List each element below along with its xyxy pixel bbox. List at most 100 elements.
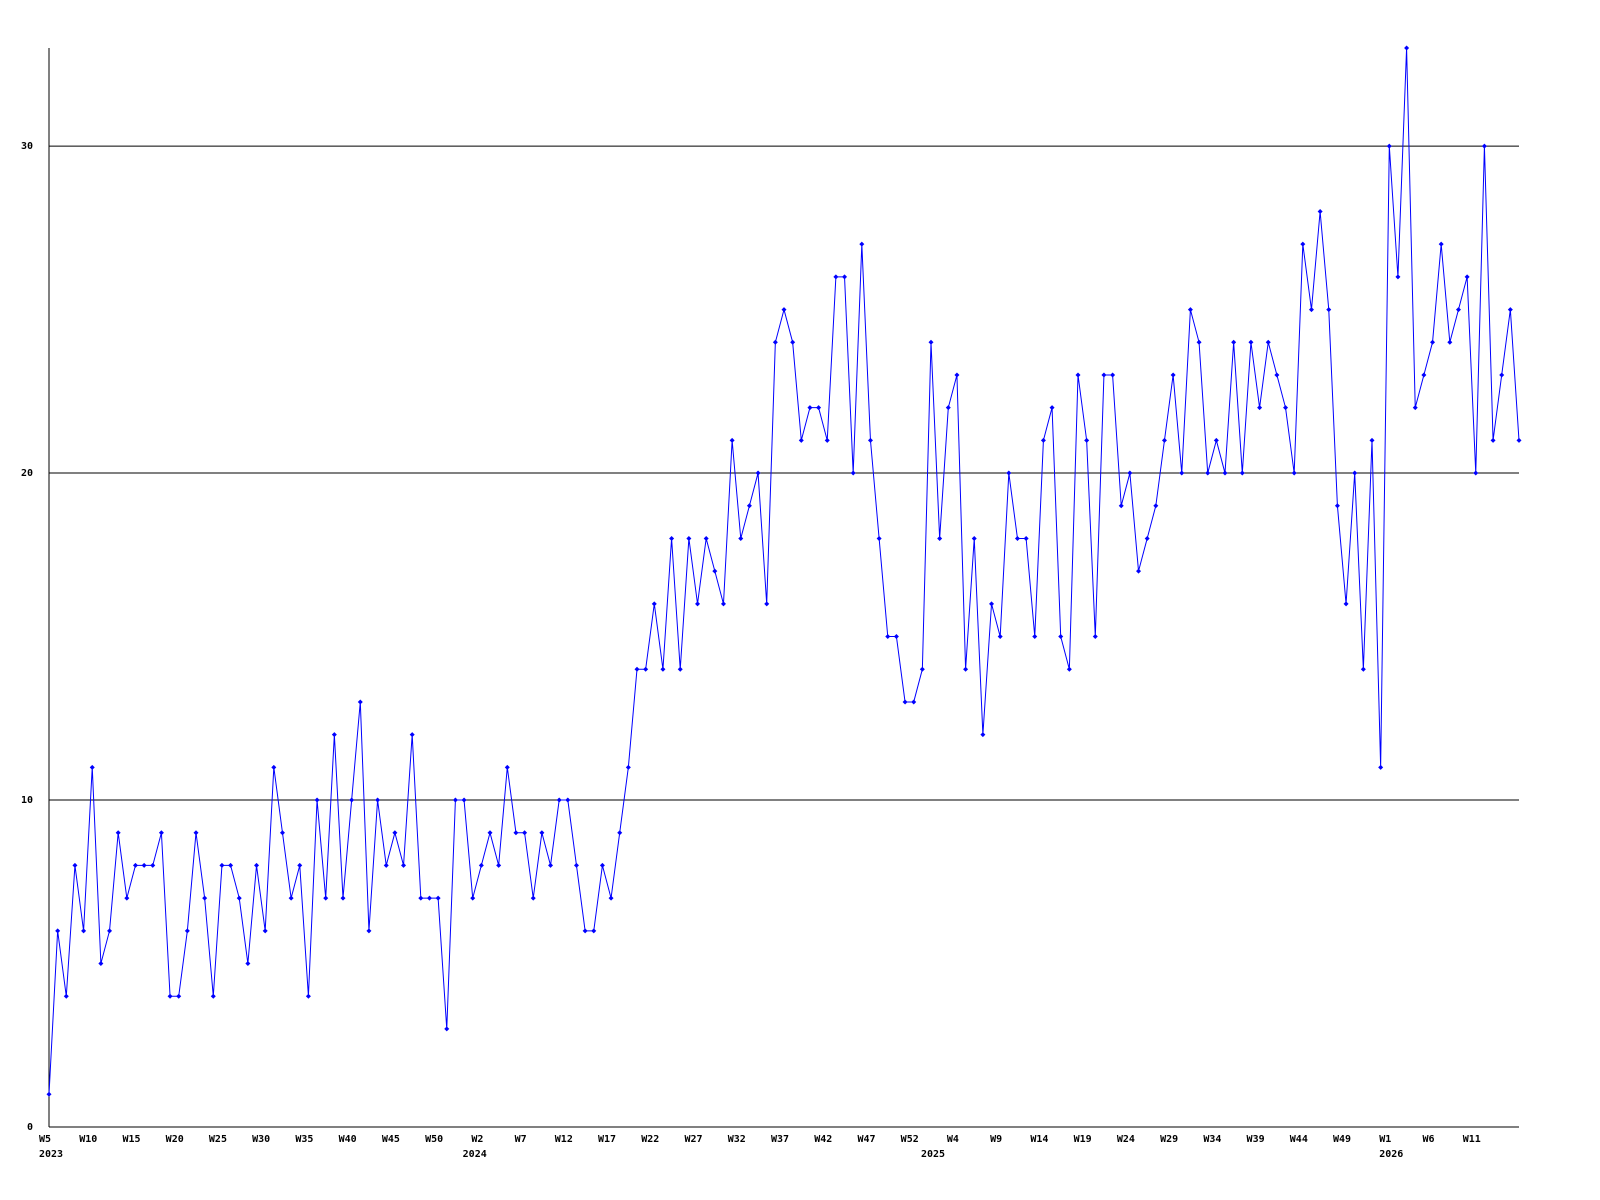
data-point bbox=[1317, 208, 1323, 214]
data-point bbox=[245, 961, 251, 967]
data-point bbox=[617, 830, 623, 836]
data-point bbox=[1300, 241, 1306, 247]
y-tick-label: 20 bbox=[21, 468, 33, 479]
y-tick-label: 0 bbox=[27, 1122, 33, 1133]
data-point bbox=[842, 274, 848, 280]
data-point bbox=[331, 732, 337, 738]
data-point bbox=[46, 1091, 52, 1097]
data-point bbox=[1144, 535, 1150, 541]
x-tick-label: W37 bbox=[771, 1134, 789, 1145]
data-point bbox=[254, 862, 260, 868]
data-point bbox=[686, 535, 692, 541]
y-tick-label: 10 bbox=[21, 795, 33, 806]
data-point bbox=[1127, 470, 1133, 476]
x-tick-label: W17 bbox=[598, 1134, 616, 1145]
x-tick-label: W44 bbox=[1290, 1134, 1308, 1145]
data-point bbox=[89, 764, 95, 770]
data-point bbox=[1369, 437, 1375, 443]
data-point bbox=[1499, 372, 1505, 378]
data-point bbox=[1455, 307, 1461, 313]
x-tick-label: W25 bbox=[209, 1134, 227, 1145]
x-year-label: 2026 bbox=[1379, 1149, 1403, 1160]
x-tick-label: W47 bbox=[857, 1134, 875, 1145]
data-point bbox=[1516, 437, 1522, 443]
data-point bbox=[1084, 437, 1090, 443]
data-point bbox=[738, 535, 744, 541]
data-point bbox=[695, 601, 701, 607]
data-point bbox=[452, 797, 458, 803]
data-point bbox=[176, 993, 182, 999]
data-point bbox=[1291, 470, 1297, 476]
data-point bbox=[643, 666, 649, 672]
data-point bbox=[669, 535, 675, 541]
data-point bbox=[963, 666, 969, 672]
x-tick-label: W35 bbox=[295, 1134, 313, 1145]
x-tick-label: W20 bbox=[166, 1134, 184, 1145]
x-year-label: 2023 bbox=[39, 1149, 63, 1160]
data-point bbox=[444, 1026, 450, 1032]
data-point bbox=[470, 895, 476, 901]
data-point bbox=[1438, 241, 1444, 247]
data-point bbox=[496, 862, 502, 868]
data-point bbox=[591, 928, 597, 934]
data-point bbox=[1248, 339, 1254, 345]
x-tick-label: W4 bbox=[947, 1134, 959, 1145]
data-point bbox=[824, 437, 830, 443]
data-point bbox=[928, 339, 934, 345]
data-point bbox=[1360, 666, 1366, 672]
data-point bbox=[530, 895, 536, 901]
data-point bbox=[798, 437, 804, 443]
data-point bbox=[677, 666, 683, 672]
data-point bbox=[167, 993, 173, 999]
x-tick-label: W6 bbox=[1423, 1134, 1435, 1145]
data-point bbox=[1006, 470, 1012, 476]
data-point bbox=[729, 437, 735, 443]
data-point bbox=[435, 895, 441, 901]
data-point bbox=[228, 862, 234, 868]
data-point bbox=[876, 535, 882, 541]
data-point bbox=[902, 699, 908, 705]
data-point bbox=[954, 372, 960, 378]
data-point bbox=[323, 895, 329, 901]
data-point bbox=[409, 732, 415, 738]
data-point bbox=[288, 895, 294, 901]
x-tick-label: W19 bbox=[1074, 1134, 1092, 1145]
x-tick-label: W27 bbox=[684, 1134, 702, 1145]
data-point bbox=[1231, 339, 1237, 345]
data-point bbox=[1213, 437, 1219, 443]
data-point bbox=[72, 862, 78, 868]
x-tick-label: W45 bbox=[382, 1134, 400, 1145]
data-point bbox=[816, 405, 822, 411]
x-tick-label: W15 bbox=[122, 1134, 140, 1145]
data-point bbox=[980, 732, 986, 738]
y-tick-label: 30 bbox=[21, 141, 33, 152]
data-point bbox=[1179, 470, 1185, 476]
x-tick-label: W12 bbox=[555, 1134, 573, 1145]
data-point bbox=[885, 634, 891, 640]
data-point bbox=[565, 797, 571, 803]
data-point bbox=[746, 503, 752, 509]
data-point bbox=[556, 797, 562, 803]
data-point bbox=[1136, 568, 1142, 574]
data-point bbox=[720, 601, 726, 607]
data-point bbox=[1222, 470, 1228, 476]
data-point bbox=[522, 830, 528, 836]
data-point bbox=[1075, 372, 1081, 378]
data-point bbox=[1101, 372, 1107, 378]
data-point bbox=[807, 405, 813, 411]
data-point bbox=[124, 895, 130, 901]
data-point bbox=[1118, 503, 1124, 509]
data-point bbox=[1430, 339, 1436, 345]
data-line bbox=[48, 47, 1520, 1095]
data-point bbox=[1110, 372, 1116, 378]
data-point bbox=[1326, 307, 1332, 313]
data-point bbox=[132, 862, 138, 868]
data-point bbox=[1343, 601, 1349, 607]
x-tick-label: W5 bbox=[39, 1134, 51, 1145]
data-point bbox=[271, 764, 277, 770]
data-point bbox=[314, 797, 320, 803]
x-tick-label: W24 bbox=[1117, 1134, 1135, 1145]
data-point bbox=[107, 928, 113, 934]
